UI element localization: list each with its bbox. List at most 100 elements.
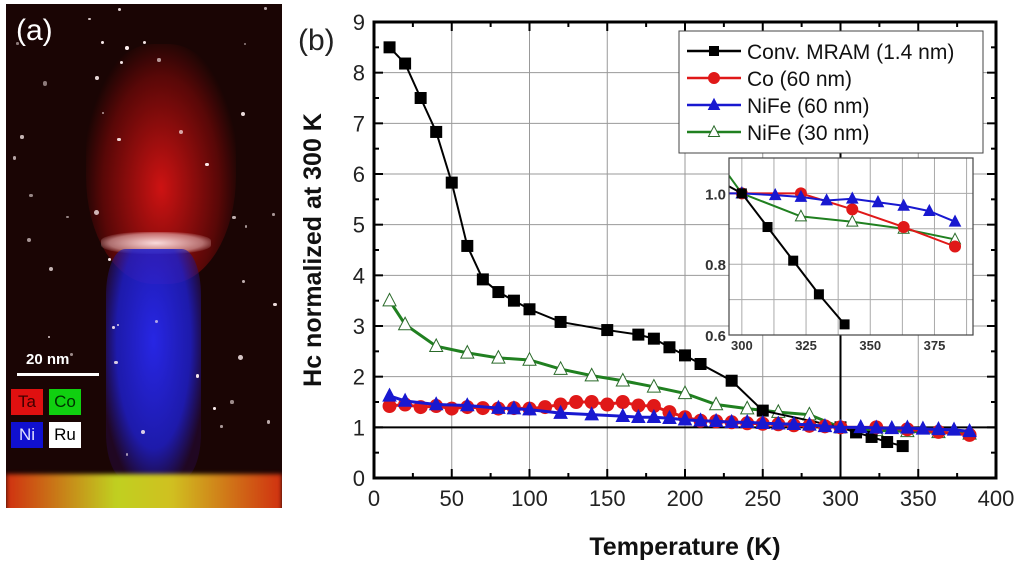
- sparkle: [69, 353, 73, 356]
- legend-item: NiFe (30 nm): [687, 122, 870, 145]
- scale-bar-label: 20 nm: [26, 351, 70, 368]
- legend-label: NiFe (30 nm): [747, 122, 870, 145]
- sparkle: [273, 302, 277, 307]
- data-point-triangle: [397, 316, 413, 331]
- legend-ta: Ta: [11, 389, 43, 415]
- inset-series-conv-mram-1-4-nm-: [729, 185, 850, 330]
- data-point-square: [694, 358, 707, 370]
- data-point-square: [430, 125, 443, 138]
- x-tick-label: 350: [900, 486, 937, 511]
- data-point-square: [383, 41, 396, 54]
- inset-x-tick-label: 325: [795, 338, 817, 353]
- y-tick-label: 7: [353, 111, 365, 136]
- data-point-triangle: [871, 195, 885, 208]
- data-point-square: [632, 328, 645, 341]
- y-tick-label: 1: [353, 415, 365, 440]
- panel-a-label: (a): [16, 14, 53, 47]
- sparkle: [178, 129, 183, 135]
- data-point-square: [896, 440, 909, 453]
- sparkle: [16, 42, 19, 45]
- sparkle: [88, 17, 91, 21]
- sparkle: [119, 60, 124, 65]
- data-point-square: [601, 324, 614, 337]
- x-tick-label: 250: [744, 486, 781, 511]
- x-tick-label: 100: [511, 486, 548, 511]
- sparkle: [114, 360, 119, 365]
- data-point-triangle: [786, 415, 802, 431]
- legend: Conv. MRAM (1.4 nm) Co (60 nm) NiFe (60 nm…: [678, 30, 984, 154]
- data-point-triangle: [646, 378, 662, 393]
- data-point-triangle: [553, 404, 568, 419]
- y-tick-label: 3: [353, 314, 365, 339]
- data-point-triangle: [707, 97, 721, 110]
- sparkle: [125, 453, 129, 456]
- sparkle: [240, 112, 245, 116]
- y-tick-label: 2: [353, 365, 365, 390]
- sparkle: [142, 40, 147, 45]
- data-point-circle: [569, 395, 584, 409]
- sparkle: [212, 407, 216, 411]
- data-point-triangle: [631, 408, 646, 423]
- data-point-triangle: [428, 396, 444, 411]
- sparkle: [220, 425, 223, 428]
- substrate: [6, 474, 282, 508]
- y-tick-label: 6: [353, 162, 365, 187]
- data-point-triangle: [382, 292, 397, 307]
- sparkle: [117, 324, 120, 327]
- legend-item: Conv. MRAM (1.4 nm): [687, 41, 954, 64]
- inset-chart: 300 325 350 375 0.6 0.8 1.0: [705, 157, 974, 353]
- sparkle: [238, 355, 244, 361]
- data-point-triangle: [923, 203, 936, 217]
- data-point-triangle: [459, 344, 475, 359]
- data-point-triangle: [946, 421, 962, 436]
- data-point-square: [709, 46, 719, 56]
- data-point-square: [679, 349, 691, 362]
- inset-series-line: [729, 192, 956, 223]
- data-point-square: [507, 294, 520, 307]
- data-point-triangle: [755, 414, 771, 430]
- sparkle: [112, 326, 115, 329]
- data-point-triangle: [491, 399, 506, 414]
- data-point-triangle: [794, 209, 808, 222]
- data-point-triangle: [677, 385, 693, 400]
- y-tick-label: 9: [353, 10, 365, 35]
- data-point-triangle: [900, 419, 915, 434]
- sparkle: [244, 225, 248, 228]
- data-point-triangle: [693, 412, 708, 427]
- data-point-triangle: [739, 413, 755, 429]
- sparkle: [47, 336, 50, 339]
- data-point-triangle: [397, 392, 413, 407]
- y-tick-label: 4: [353, 263, 365, 288]
- data-point-square: [736, 188, 747, 199]
- sparkle: [267, 420, 271, 424]
- data-point-circle: [949, 240, 962, 253]
- data-point-square: [762, 222, 773, 233]
- data-point-triangle: [522, 401, 537, 416]
- legend-ru: Ru: [49, 422, 81, 448]
- data-point-triangle: [962, 423, 977, 438]
- inset-x-tick-label: 300: [731, 338, 753, 353]
- x-tick-label: 200: [667, 486, 704, 511]
- data-point-triangle: [802, 416, 817, 431]
- inset-frame: [728, 157, 974, 336]
- sparkle: [100, 41, 104, 45]
- sparkle: [157, 58, 161, 62]
- y-tick-label: 8: [353, 61, 365, 86]
- data-point-square: [881, 436, 894, 449]
- data-point-triangle: [708, 396, 724, 411]
- data-point-triangle: [707, 124, 721, 137]
- data-point-triangle: [506, 400, 522, 415]
- x-tick-label: 50: [440, 486, 464, 511]
- sparkle: [42, 81, 48, 86]
- sparkle: [107, 257, 112, 262]
- sparkle: [232, 215, 236, 220]
- legend-co: Co: [49, 389, 81, 415]
- data-point-circle: [600, 397, 615, 412]
- x-tick-label: 300: [822, 486, 859, 511]
- data-point-triangle: [845, 191, 859, 204]
- inset-series: [729, 175, 962, 330]
- data-point-square: [461, 239, 474, 252]
- sparkle: [264, 7, 268, 11]
- legend-label: NiFe (60 nm): [747, 95, 870, 118]
